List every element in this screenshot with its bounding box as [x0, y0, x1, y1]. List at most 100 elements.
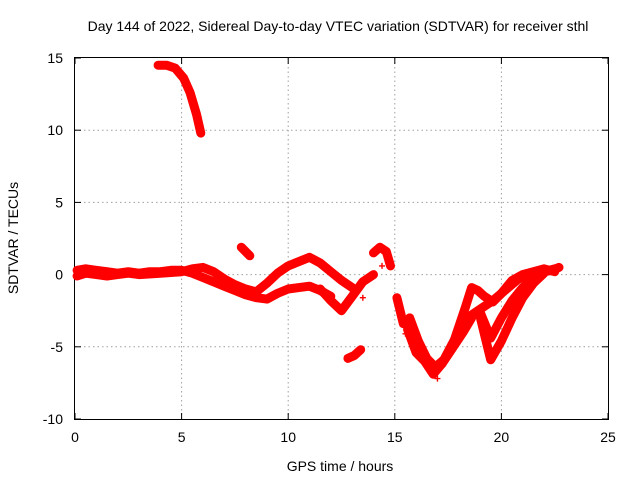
series-band [437, 313, 477, 369]
data-point [114, 271, 121, 278]
series-early-arc [153, 60, 206, 138]
data-point [285, 262, 292, 269]
data-point [285, 286, 292, 293]
scatter-point [415, 346, 422, 353]
series-band [153, 60, 206, 138]
data-point [193, 111, 200, 118]
data-point [383, 248, 390, 255]
data-point [238, 244, 245, 251]
data-point [509, 277, 516, 284]
data-point [462, 304, 469, 311]
data-point [231, 281, 238, 288]
data-point [210, 278, 217, 285]
data-point [135, 271, 142, 278]
data-point [519, 271, 526, 278]
data-point [460, 329, 467, 336]
scatter-point [359, 294, 366, 301]
data-point [498, 338, 505, 345]
data-point [406, 314, 413, 321]
data-point [370, 249, 377, 256]
plot-frame [74, 57, 609, 420]
data-point [509, 297, 516, 304]
data-point [317, 260, 324, 267]
data-point [468, 314, 475, 321]
scatter-point [368, 274, 375, 281]
y-tick-label: -5 [51, 339, 64, 355]
data-point [489, 299, 496, 306]
data-point [344, 355, 351, 362]
data-point [180, 75, 187, 82]
series-segment-13h [343, 345, 366, 363]
data-point [338, 277, 345, 284]
x-tick-labels: 0 5 10 15 20 25 [71, 429, 616, 445]
x-tick-label: 15 [387, 429, 403, 445]
series-main-trace-c [315, 270, 378, 316]
data-point [351, 352, 358, 359]
data-point [359, 278, 366, 285]
scatter-point [379, 262, 386, 269]
data-point [519, 284, 526, 291]
x-tick-label: 25 [600, 429, 616, 445]
x-tick-label: 10 [280, 429, 296, 445]
data-point [400, 320, 407, 327]
y-tick-label: 10 [47, 122, 63, 138]
data-point [498, 314, 505, 321]
data-point [357, 346, 364, 353]
data-point [487, 335, 494, 342]
data-point [449, 345, 456, 352]
series-main-trace-b [72, 252, 357, 297]
data-point [155, 62, 162, 69]
data-point [519, 294, 526, 301]
data-point [306, 283, 313, 290]
data-point [295, 258, 302, 265]
grid [75, 58, 608, 419]
chart-title: Day 144 of 2022, Sidereal Day-to-day VTE… [88, 18, 589, 34]
data-point [387, 262, 394, 269]
data-point [327, 297, 334, 304]
data-point [221, 275, 228, 282]
data-point [274, 290, 281, 297]
data-point [541, 268, 548, 275]
data-point [93, 271, 100, 278]
data-point [376, 244, 383, 251]
data-point [199, 274, 206, 281]
scatter-point [396, 307, 403, 314]
y-tick-labels: -10 -5 0 5 10 15 [43, 50, 63, 427]
data-point [415, 338, 422, 345]
data-point [178, 268, 185, 275]
series-band [315, 270, 378, 316]
scatter-point [434, 375, 441, 382]
x-axis-label: GPS time / hours [287, 458, 394, 474]
data-point [474, 287, 481, 294]
series-late-trace-e [475, 264, 560, 343]
data-point [103, 273, 110, 280]
data-point [74, 273, 81, 280]
data-point [274, 270, 281, 277]
series-segment-14h [369, 242, 395, 271]
data-point [468, 284, 475, 291]
scatter-point [402, 330, 409, 337]
data-point [197, 130, 204, 137]
data-point [253, 288, 260, 295]
data-point [438, 361, 445, 368]
data-point [423, 355, 430, 362]
y-tick-label: 5 [55, 194, 63, 210]
axis-ticks [74, 57, 609, 420]
data-point [189, 265, 196, 272]
data-point [210, 268, 217, 275]
data-point [393, 294, 400, 301]
data-point [530, 274, 537, 281]
data-point [157, 270, 164, 277]
data-point [498, 290, 505, 297]
series-band [369, 242, 395, 271]
series-late-trace-c [437, 313, 477, 369]
data-point [187, 89, 194, 96]
data-point [295, 284, 302, 291]
x-tick-label: 5 [178, 429, 186, 445]
data-point [221, 283, 228, 290]
y-tick-label: -10 [43, 411, 63, 427]
series-band [236, 242, 255, 261]
y-tick-label: 15 [47, 50, 63, 66]
data-point [338, 307, 345, 314]
data-point [82, 270, 89, 277]
